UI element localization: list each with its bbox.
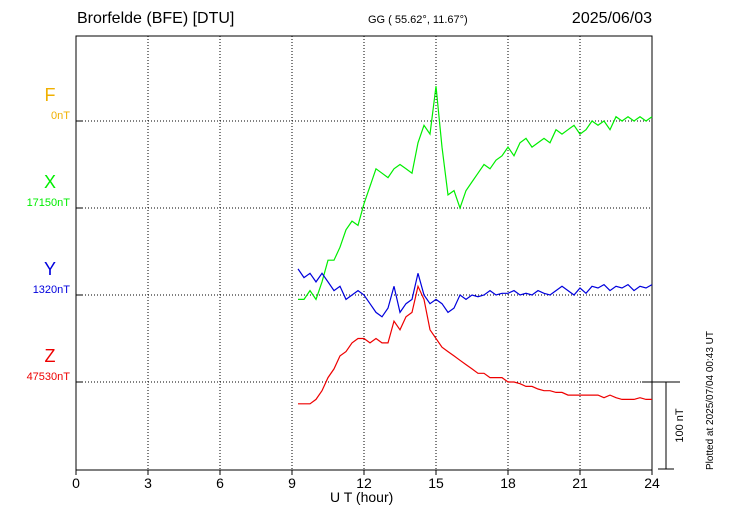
series-line-Z — [298, 284, 652, 405]
x-tick-label: 24 — [644, 475, 660, 491]
x-axis: 0 3 6 9 12 15 18 21 24 — [72, 120, 660, 491]
scale-bar: 100 nT — [642, 381, 686, 470]
plotted-at-note: Plotted at 2025/07/04 00:43 UT — [705, 331, 716, 470]
x-tick-label: 0 — [72, 475, 80, 491]
series-baseline-Z: 47530nT — [27, 371, 71, 383]
series-line-X — [298, 86, 653, 301]
grid-lines — [76, 36, 652, 470]
date-label: 2025/06/03 — [571, 10, 652, 27]
x-tick-label: 3 — [144, 475, 152, 491]
station-title: Brorfelde (BFE) [DTU] — [77, 10, 235, 27]
x-tick-label: 18 — [500, 475, 516, 491]
series-name-Z: Z — [45, 346, 56, 366]
x-tick-label: 15 — [428, 475, 444, 491]
series-labels: F 0nT X 17150nT Y 1320nT Z 47530nT — [27, 85, 71, 383]
scale-bar-label: 100 nT — [674, 408, 686, 443]
series-line-Y — [297, 268, 653, 318]
series-name-F: F — [45, 85, 56, 105]
x-tick-label: 9 — [288, 475, 296, 491]
series-lines — [297, 86, 653, 405]
coordinates-label: GG ( 55.62°, 11.67°) — [368, 14, 468, 26]
x-tick-label: 6 — [216, 475, 224, 491]
x-tick-label: 21 — [572, 475, 588, 491]
x-axis-label: U T (hour) — [330, 489, 394, 505]
series-baseline-F: 0nT — [51, 110, 70, 122]
series-baseline-Y: 1320nT — [33, 284, 71, 296]
series-name-Y: Y — [44, 259, 56, 279]
series-name-X: X — [44, 172, 56, 192]
x-tick-label: 12 — [356, 475, 372, 491]
series-baseline-X: 17150nT — [27, 197, 71, 209]
